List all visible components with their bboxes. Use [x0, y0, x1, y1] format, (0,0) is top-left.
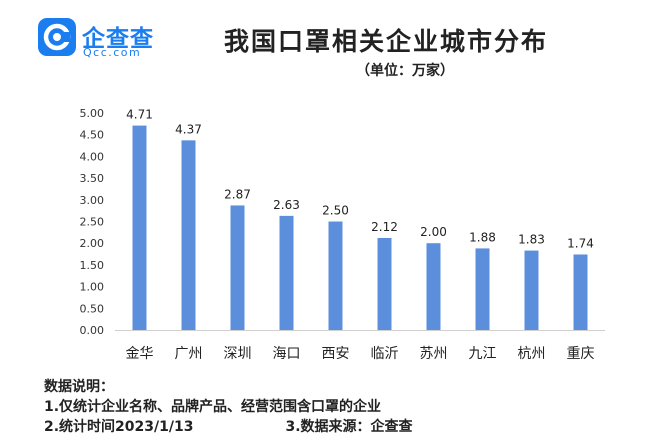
y-tick-label: 4.50: [80, 129, 105, 142]
x-tick-label: 九江: [469, 346, 497, 362]
notes-line-1: 1.仅统计企业名称、品牌产品、经营范围含口罩的企业: [44, 399, 382, 415]
x-tick-label: 金华: [126, 346, 154, 362]
y-tick-label: 2.00: [80, 237, 105, 250]
x-tick-label: 海口: [273, 346, 301, 362]
data-label: 1.74: [567, 236, 594, 250]
x-axis: 金华 广州 深圳 海口 西安 临沂 苏州 九江 杭州 重庆: [115, 330, 605, 362]
data-label: 2.63: [273, 198, 300, 212]
x-tick-label: 深圳: [224, 346, 252, 362]
data-label: 2.12: [371, 220, 398, 234]
brand-logo: 企查查 Qcc.com: [38, 18, 188, 62]
y-tick-label: 3.50: [80, 172, 105, 185]
y-tick-label: 3.00: [80, 194, 105, 207]
x-tick-label: 重庆: [567, 346, 595, 362]
notes-line-2: 2.统计时间2023/1/13: [44, 419, 194, 435]
x-tick-label: 杭州: [518, 346, 546, 362]
data-notes: 数据说明： 1.仅统计企业名称、品牌产品、经营范围含口罩的企业 2.统计时间20…: [44, 377, 644, 437]
notes-line-3: 3.数据来源：企查查: [285, 419, 413, 435]
data-label: 4.71: [126, 108, 153, 122]
bar: [377, 237, 392, 330]
x-tick-label: 苏州: [420, 346, 448, 362]
data-label: 2.00: [420, 225, 447, 239]
x-tick-label: 广州: [175, 346, 203, 362]
bar: [230, 205, 245, 330]
data-label: 2.50: [322, 204, 349, 218]
brand-name: 企查查: [82, 26, 154, 52]
y-tick-label: 4.00: [80, 150, 105, 163]
bars: 4.71 4.37 2.87 2.63 2.50 2.12 2.00 1.88 1.83 1.74: [126, 108, 594, 330]
y-tick-label: 1.00: [80, 281, 105, 294]
data-label: 2.87: [224, 187, 251, 201]
notes-line-2-3: 2.统计时间2023/1/13 3.数据来源：企查查: [44, 417, 644, 437]
chart-unit: （单位：万家）: [356, 63, 454, 79]
y-tick-label: 0.00: [80, 324, 105, 337]
y-tick-label: 5.00: [80, 107, 105, 120]
qcc-logo-icon: [38, 18, 76, 56]
bar: [328, 221, 343, 330]
y-tick-label: 2.50: [80, 216, 105, 229]
y-axis: 0.00 0.50 1.00 1.50 2.00 2.50 3.00 3.50 4.00 4.50…: [80, 107, 105, 337]
data-label: 4.37: [175, 122, 202, 136]
notes-heading: 数据说明：: [44, 379, 114, 395]
x-tick-label: 西安: [322, 346, 350, 362]
data-label: 1.83: [518, 233, 545, 247]
data-label: 1.88: [469, 230, 496, 244]
bar: [426, 243, 441, 330]
bar: [573, 254, 588, 330]
bar: [132, 125, 147, 330]
bar: [475, 248, 490, 330]
y-tick-label: 0.50: [80, 302, 105, 315]
bar: [524, 250, 539, 330]
y-tick-label: 1.50: [80, 259, 105, 272]
brand-domain: Qcc.com: [83, 46, 142, 59]
bar: [181, 140, 196, 330]
x-tick-label: 临沂: [371, 346, 399, 362]
bar: [279, 215, 294, 330]
chart-title: 我国口罩相关企业城市分布: [223, 27, 548, 56]
